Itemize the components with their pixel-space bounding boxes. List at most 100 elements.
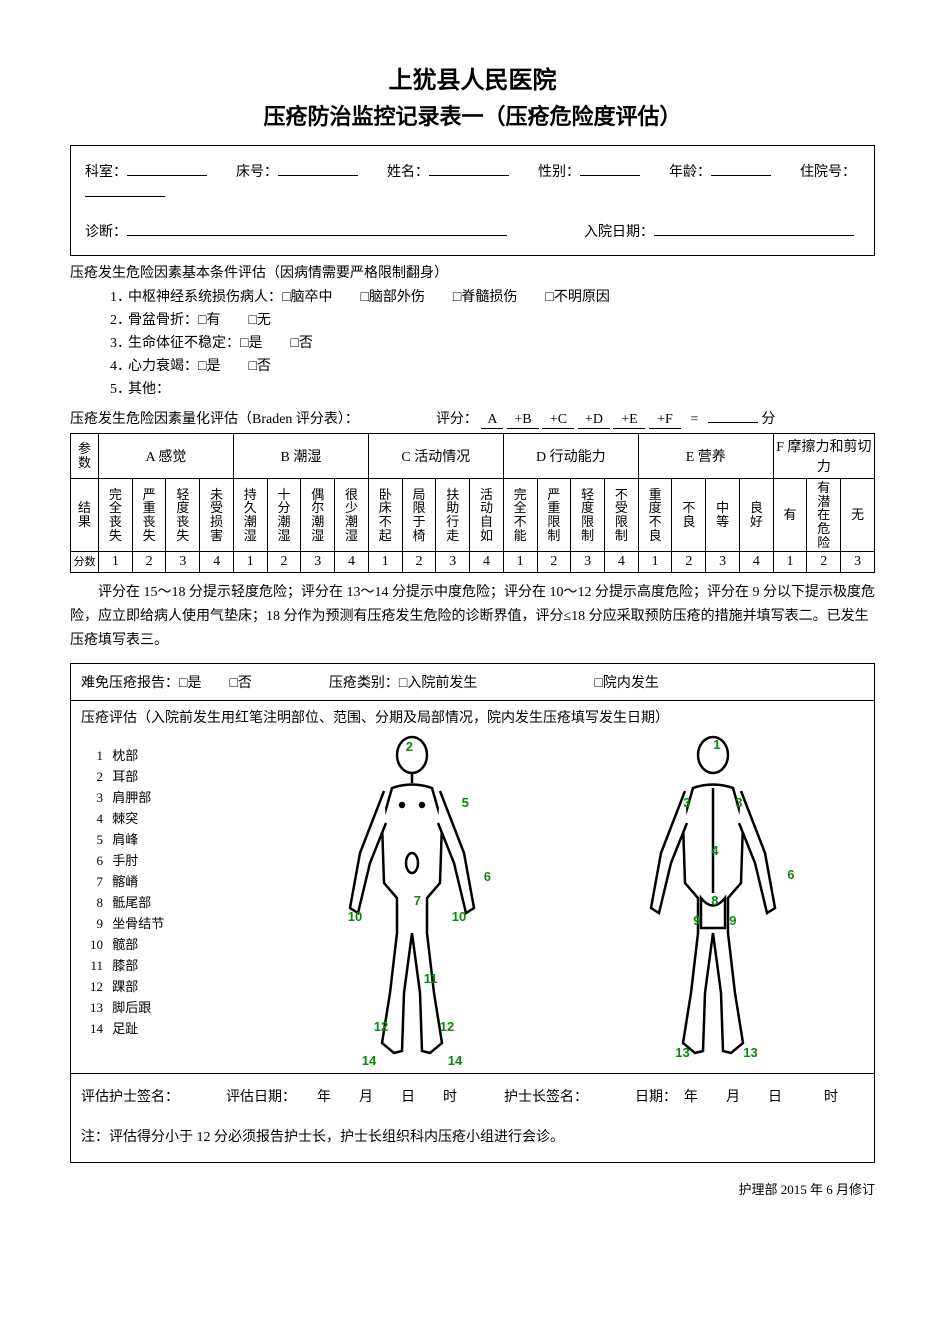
braden-score-cell[interactable]: 1 bbox=[773, 552, 807, 573]
score-e[interactable]: +E bbox=[613, 412, 645, 429]
hdr-d: D 行动能力 bbox=[503, 434, 638, 479]
braden-cell: 完全不能 bbox=[503, 479, 537, 552]
braden-score-cell[interactable]: 2 bbox=[537, 552, 571, 573]
item-text[interactable]: 心力衰竭：□是 □否 bbox=[128, 359, 271, 374]
braden-cell: 不良 bbox=[672, 479, 706, 552]
braden-score-cell[interactable]: 1 bbox=[503, 552, 537, 573]
list-item: 5．其他： bbox=[110, 378, 875, 398]
braden-score-cell[interactable]: 3 bbox=[841, 552, 875, 573]
hdr-c: C 活动情况 bbox=[368, 434, 503, 479]
signature-row: 评估护士签名： 评估日期： 年 月 日 时 护士长签名： 日期： 年 月 日 时… bbox=[71, 1074, 874, 1162]
assess-date[interactable]: 评估日期： 年 月 日 时 bbox=[226, 1090, 457, 1105]
assess-title: 压疮评估（入院前发生用红笔注明部位、范围、分期及局部情况，院内发生压疮填写发生日… bbox=[81, 707, 864, 727]
score-d[interactable]: +D bbox=[578, 412, 610, 429]
body-marker: 7 bbox=[414, 893, 421, 908]
braden-score-cell[interactable]: 2 bbox=[267, 552, 301, 573]
row-label-result: 结果 bbox=[71, 479, 99, 552]
list-item: 3．生命体征不稳定：□是 □否 bbox=[110, 332, 875, 352]
body-back-figure: 133468991313 bbox=[613, 733, 813, 1063]
body-marker: 9 bbox=[693, 913, 700, 928]
braden-cell: 中等 bbox=[706, 479, 740, 552]
field-diagnosis-input[interactable] bbox=[127, 220, 507, 236]
field-bed-label: 床号： bbox=[236, 161, 278, 181]
braden-score-cell[interactable]: 3 bbox=[166, 552, 200, 573]
braden-score-cell[interactable]: 2 bbox=[402, 552, 436, 573]
item-text[interactable]: 中枢神经系统损伤病人：□脑卒中 □脑部外伤 □脊髓损伤 □不明原因 bbox=[128, 290, 610, 305]
body-part-item: 8 骶尾部 bbox=[81, 892, 261, 911]
item-text[interactable]: 骨盆骨折：□有 □无 bbox=[128, 313, 271, 328]
item-num: 2． bbox=[110, 309, 128, 329]
row-label-param: 参数 bbox=[71, 434, 99, 479]
head-nurse-sign-label: 护士长签名： bbox=[504, 1090, 588, 1105]
body-front-svg bbox=[312, 733, 512, 1063]
form-title: 压疮防治监控记录表一（压疮危险度评估） bbox=[70, 99, 875, 131]
braden-score-cell[interactable]: 3 bbox=[571, 552, 605, 573]
item-text[interactable]: 其他： bbox=[128, 382, 170, 397]
braden-score-cell[interactable]: 2 bbox=[672, 552, 706, 573]
sign-note: 注：评估得分小于 12 分必须报告护士长，护士长组织科内压疮小组进行会诊。 bbox=[81, 1124, 864, 1152]
field-bed-input[interactable] bbox=[278, 160, 358, 176]
braden-cell: 严重限制 bbox=[537, 479, 571, 552]
braden-cell: 有潜在危险 bbox=[807, 479, 841, 552]
score-a[interactable]: A bbox=[481, 412, 503, 429]
list-item: 4．心力衰竭：□是 □否 bbox=[110, 355, 875, 375]
field-gender-input[interactable] bbox=[580, 160, 640, 176]
score-f[interactable]: +F bbox=[649, 412, 681, 429]
basic-section-title: 压疮发生危险因素基本条件评估（因病情需要严格限制翻身） bbox=[70, 262, 875, 282]
field-gender-label: 性别： bbox=[538, 161, 580, 181]
braden-score-cell[interactable]: 1 bbox=[99, 552, 133, 573]
braden-score-cell[interactable]: 2 bbox=[807, 552, 841, 573]
hdr-b: B 潮湿 bbox=[233, 434, 368, 479]
patient-row-2: 诊断： 入院日期： bbox=[85, 220, 860, 241]
braden-score-cell[interactable]: 1 bbox=[368, 552, 402, 573]
braden-score-cell[interactable]: 4 bbox=[200, 552, 234, 573]
body-marker: 9 bbox=[729, 913, 736, 928]
braden-cell: 轻度限制 bbox=[571, 479, 605, 552]
braden-score-cell[interactable]: 1 bbox=[233, 552, 267, 573]
body-marker: 13 bbox=[743, 1045, 757, 1060]
field-dept-input[interactable] bbox=[127, 160, 207, 176]
field-name-label: 姓名： bbox=[387, 161, 429, 181]
body-marker: 10 bbox=[452, 909, 466, 924]
braden-score-cell[interactable]: 3 bbox=[706, 552, 740, 573]
braden-score-cell[interactable]: 4 bbox=[335, 552, 369, 573]
field-admission-date-input[interactable] bbox=[654, 220, 854, 236]
list-item: 2．骨盆骨折：□有 □无 bbox=[110, 309, 875, 329]
score-c[interactable]: +C bbox=[542, 412, 574, 429]
braden-cell: 轻度丧失 bbox=[166, 479, 200, 552]
item-text[interactable]: 生命体征不稳定：□是 □否 bbox=[128, 336, 313, 351]
braden-score-cell[interactable]: 1 bbox=[638, 552, 672, 573]
hdr-a: A 感觉 bbox=[99, 434, 234, 479]
list-item: 1．中枢神经系统损伤病人：□脑卒中 □脑部外伤 □脊髓损伤 □不明原因 bbox=[110, 286, 875, 306]
table-row: 参数 A 感觉 B 潮湿 C 活动情况 D 行动能力 E 营养 F 摩擦力和剪切… bbox=[71, 434, 875, 479]
head-date[interactable]: 日期： 年 月 日 时 bbox=[635, 1090, 838, 1105]
braden-cell: 局限于椅 bbox=[402, 479, 436, 552]
body-part-item: 11 膝部 bbox=[81, 955, 261, 974]
braden-score-cell[interactable]: 3 bbox=[301, 552, 335, 573]
scoring-note: 评分在 15～18 分提示轻度危险；评分在 13～14 分提示中度危险；评分在 … bbox=[70, 581, 875, 652]
body-marker: 10 bbox=[348, 909, 362, 924]
braden-score-cell[interactable]: 2 bbox=[132, 552, 166, 573]
braden-score-cell[interactable]: 4 bbox=[470, 552, 504, 573]
hdr-f: F 摩擦力和剪切力 bbox=[773, 434, 874, 479]
braden-table: 参数 A 感觉 B 潮湿 C 活动情况 D 行动能力 E 营养 F 摩擦力和剪切… bbox=[70, 433, 875, 573]
body-part-item: 6 手肘 bbox=[81, 850, 261, 869]
braden-score-cell[interactable]: 4 bbox=[605, 552, 639, 573]
score-total[interactable] bbox=[708, 422, 758, 423]
field-age-input[interactable] bbox=[711, 160, 771, 176]
ulcer-type[interactable]: 压疮类别：□入院前发生 bbox=[329, 676, 477, 691]
braden-score-cell[interactable]: 4 bbox=[739, 552, 773, 573]
field-name-input[interactable] bbox=[429, 160, 509, 176]
patient-row-1: 科室： 床号： 姓名： 性别： 年龄： 住院号： bbox=[85, 160, 860, 202]
avoid-row: 难免压疮报告：□是 □否 压疮类别：□入院前发生 □院内发生 bbox=[71, 664, 874, 701]
score-eq: = bbox=[684, 412, 704, 427]
braden-score-cell[interactable]: 3 bbox=[436, 552, 470, 573]
braden-cell: 完全丧失 bbox=[99, 479, 133, 552]
score-b[interactable]: +B bbox=[507, 412, 539, 429]
field-admission-no-input[interactable] bbox=[85, 181, 165, 197]
body-marker: 13 bbox=[675, 1045, 689, 1060]
avoid-label[interactable]: 难免压疮报告：□是 □否 bbox=[81, 676, 252, 691]
body-marker: 6 bbox=[484, 869, 491, 884]
ulcer-hosp[interactable]: □院内发生 bbox=[594, 676, 658, 691]
braden-cell: 十分潮湿 bbox=[267, 479, 301, 552]
